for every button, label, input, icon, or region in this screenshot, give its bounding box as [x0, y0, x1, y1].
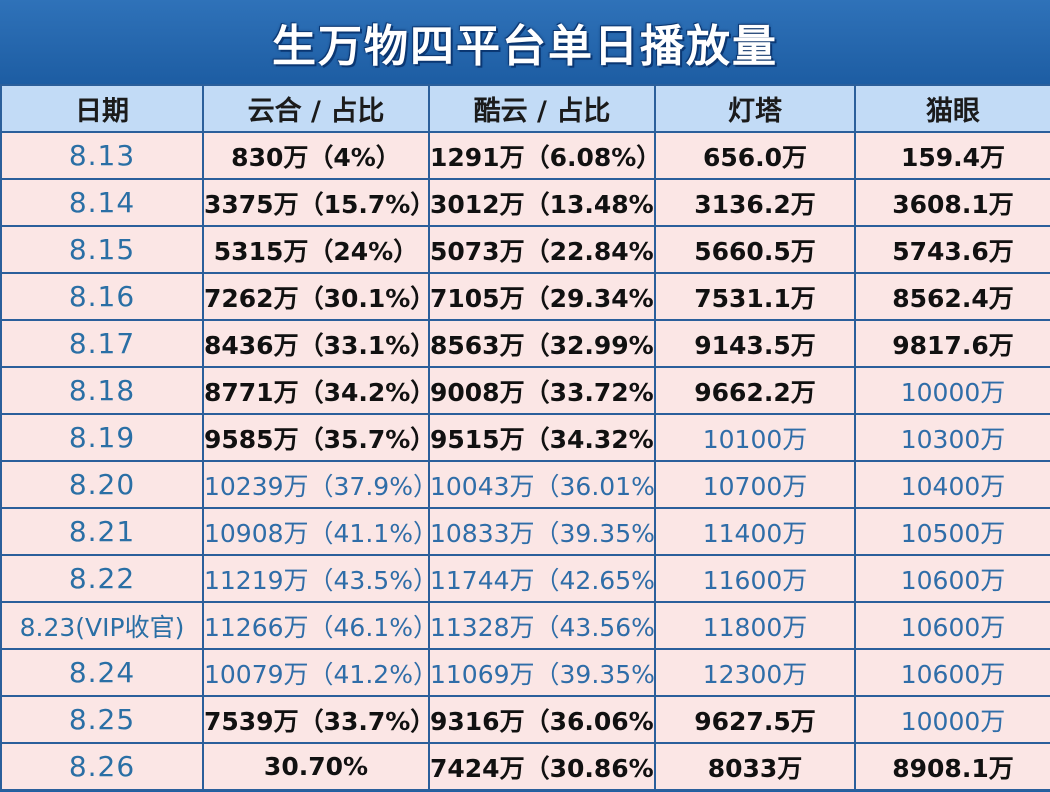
cell-kuyun: 9316万（36.06%）: [428, 695, 656, 744]
cell-maoyan: 9817.6万: [854, 319, 1050, 368]
cell-dengta: 8033万: [654, 742, 856, 791]
cell-yunhe: 7262万（30.1%）: [202, 272, 430, 321]
cell-date: 8.19: [0, 413, 204, 462]
cell-maoyan: 5743.6万: [854, 225, 1050, 274]
cell-dengta: 11600万: [654, 554, 856, 603]
table-row: 8.17 8436万（33.1%） 8563万（32.99%） 9143.5万 9817…: [0, 319, 1050, 368]
header-date: 日期: [0, 84, 204, 133]
cell-yunhe: 3375万（15.7%）: [202, 178, 430, 227]
cell-date: 8.26: [0, 742, 204, 791]
cell-date: 8.23(VIP收官): [0, 601, 204, 650]
cell-yunhe: 10079万（41.2%）: [202, 648, 430, 697]
cell-dengta: 10100万: [654, 413, 856, 462]
cell-yunhe: 8771万（34.2%）: [202, 366, 430, 415]
table-row: 8.26 30.70% 7424万（30.86%） 8033万 8908.1万: [0, 742, 1050, 791]
table-row: 8.19 9585万（35.7%） 9515万（34.32%） 10100万 10300…: [0, 413, 1050, 462]
header-dengta: 灯塔: [654, 84, 856, 133]
cell-maoyan: 3608.1万: [854, 178, 1050, 227]
cell-dengta: 5660.5万: [654, 225, 856, 274]
cell-date: 8.25: [0, 695, 204, 744]
cell-date: 8.24: [0, 648, 204, 697]
table-row: 8.24 10079万（41.2%） 11069万（39.35%） 12300万 106…: [0, 648, 1050, 697]
cell-dengta: 656.0万: [654, 131, 856, 180]
header-maoyan: 猫眼: [854, 84, 1050, 133]
cell-maoyan: 10600万: [854, 601, 1050, 650]
cell-date: 8.18: [0, 366, 204, 415]
cell-maoyan: 10600万: [854, 554, 1050, 603]
table-header: 日期 云合 / 占比 酷云 / 占比 灯塔 猫眼: [0, 84, 1050, 133]
cell-dengta: 9143.5万: [654, 319, 856, 368]
cell-kuyun: 11069万（39.35%）: [428, 648, 656, 697]
cell-kuyun: 11328万（43.56%）: [428, 601, 656, 650]
cell-date: 8.22: [0, 554, 204, 603]
cell-dengta: 3136.2万: [654, 178, 856, 227]
cell-yunhe: 9585万（35.7%）: [202, 413, 430, 462]
table-row: 8.20 10239万（37.9%） 10043万（36.01%） 10700万 104…: [0, 460, 1050, 509]
cell-yunhe: 10239万（37.9%）: [202, 460, 430, 509]
cell-maoyan: 159.4万: [854, 131, 1050, 180]
cell-yunhe: 30.70%: [202, 742, 430, 791]
table-row: 8.15 5315万（24%） 5073万（22.84%） 5660.5万 5743.6…: [0, 225, 1050, 274]
cell-date: 8.14: [0, 178, 204, 227]
header-yunhe: 云合 / 占比: [202, 84, 430, 133]
cell-maoyan: 10000万: [854, 366, 1050, 415]
cell-kuyun: 8563万（32.99%）: [428, 319, 656, 368]
table-row: 8.18 8771万（34.2%） 9008万（33.72%） 9662.2万 1000…: [0, 366, 1050, 415]
cell-kuyun: 3012万（13.48%）: [428, 178, 656, 227]
cell-yunhe: 5315万（24%）: [202, 225, 430, 274]
table-row: 8.14 3375万（15.7%） 3012万（13.48%） 3136.2万 3608…: [0, 178, 1050, 227]
cell-maoyan: 10500万: [854, 507, 1050, 556]
play-count-table: 日期 云合 / 占比 酷云 / 占比 灯塔 猫眼 8.13 830万（4%） 129…: [0, 84, 1050, 791]
cell-yunhe: 830万（4%）: [202, 131, 430, 180]
cell-maoyan: 8562.4万: [854, 272, 1050, 321]
cell-kuyun: 1291万（6.08%）: [428, 131, 656, 180]
cell-kuyun: 11744万（42.65%）: [428, 554, 656, 603]
table-body: 8.13 830万（4%） 1291万（6.08%） 656.0万 159.4万 8.14…: [0, 131, 1050, 791]
header-kuyun: 酷云 / 占比: [428, 84, 656, 133]
cell-yunhe: 11266万（46.1%）: [202, 601, 430, 650]
cell-dengta: 7531.1万: [654, 272, 856, 321]
cell-date: 8.17: [0, 319, 204, 368]
cell-date: 8.20: [0, 460, 204, 509]
cell-yunhe: 10908万（41.1%）: [202, 507, 430, 556]
cell-dengta: 12300万: [654, 648, 856, 697]
cell-kuyun: 10833万（39.35%）: [428, 507, 656, 556]
table-row: 8.25 7539万（33.7%） 9316万（36.06%） 9627.5万 1000…: [0, 695, 1050, 744]
page-title: 生万物四平台单日播放量: [272, 21, 778, 72]
cell-maoyan: 10000万: [854, 695, 1050, 744]
header-row: 日期 云合 / 占比 酷云 / 占比 灯塔 猫眼: [0, 84, 1050, 133]
cell-kuyun: 10043万（36.01%）: [428, 460, 656, 509]
cell-kuyun: 9515万（34.32%）: [428, 413, 656, 462]
cell-maoyan: 10300万: [854, 413, 1050, 462]
cell-dengta: 9662.2万: [654, 366, 856, 415]
cell-kuyun: 7105万（29.34%）: [428, 272, 656, 321]
cell-dengta: 10700万: [654, 460, 856, 509]
cell-maoyan: 8908.1万: [854, 742, 1050, 791]
table-row: 8.21 10908万（41.1%） 10833万（39.35%） 11400万 105…: [0, 507, 1050, 556]
cell-kuyun: 7424万（30.86%）: [428, 742, 656, 791]
cell-maoyan: 10600万: [854, 648, 1050, 697]
cell-date: 8.13: [0, 131, 204, 180]
cell-date: 8.16: [0, 272, 204, 321]
cell-date: 8.21: [0, 507, 204, 556]
table-row: 8.13 830万（4%） 1291万（6.08%） 656.0万 159.4万: [0, 131, 1050, 180]
cell-yunhe: 11219万（43.5%）: [202, 554, 430, 603]
title-banner: 生万物四平台单日播放量: [0, 0, 1050, 84]
table-row: 8.22 11219万（43.5%） 11744万（42.65%） 11600万 106…: [0, 554, 1050, 603]
cell-kuyun: 9008万（33.72%）: [428, 366, 656, 415]
cell-dengta: 11800万: [654, 601, 856, 650]
table-row: 8.23(VIP收官) 11266万（46.1%） 11328万（43.56%） 11…: [0, 601, 1050, 650]
cell-yunhe: 7539万（33.7%）: [202, 695, 430, 744]
table-row: 8.16 7262万（30.1%） 7105万（29.34%） 7531.1万 8562…: [0, 272, 1050, 321]
cell-dengta: 9627.5万: [654, 695, 856, 744]
cell-date: 8.15: [0, 225, 204, 274]
cell-yunhe: 8436万（33.1%）: [202, 319, 430, 368]
cell-dengta: 11400万: [654, 507, 856, 556]
cell-maoyan: 10400万: [854, 460, 1050, 509]
cell-kuyun: 5073万（22.84%）: [428, 225, 656, 274]
